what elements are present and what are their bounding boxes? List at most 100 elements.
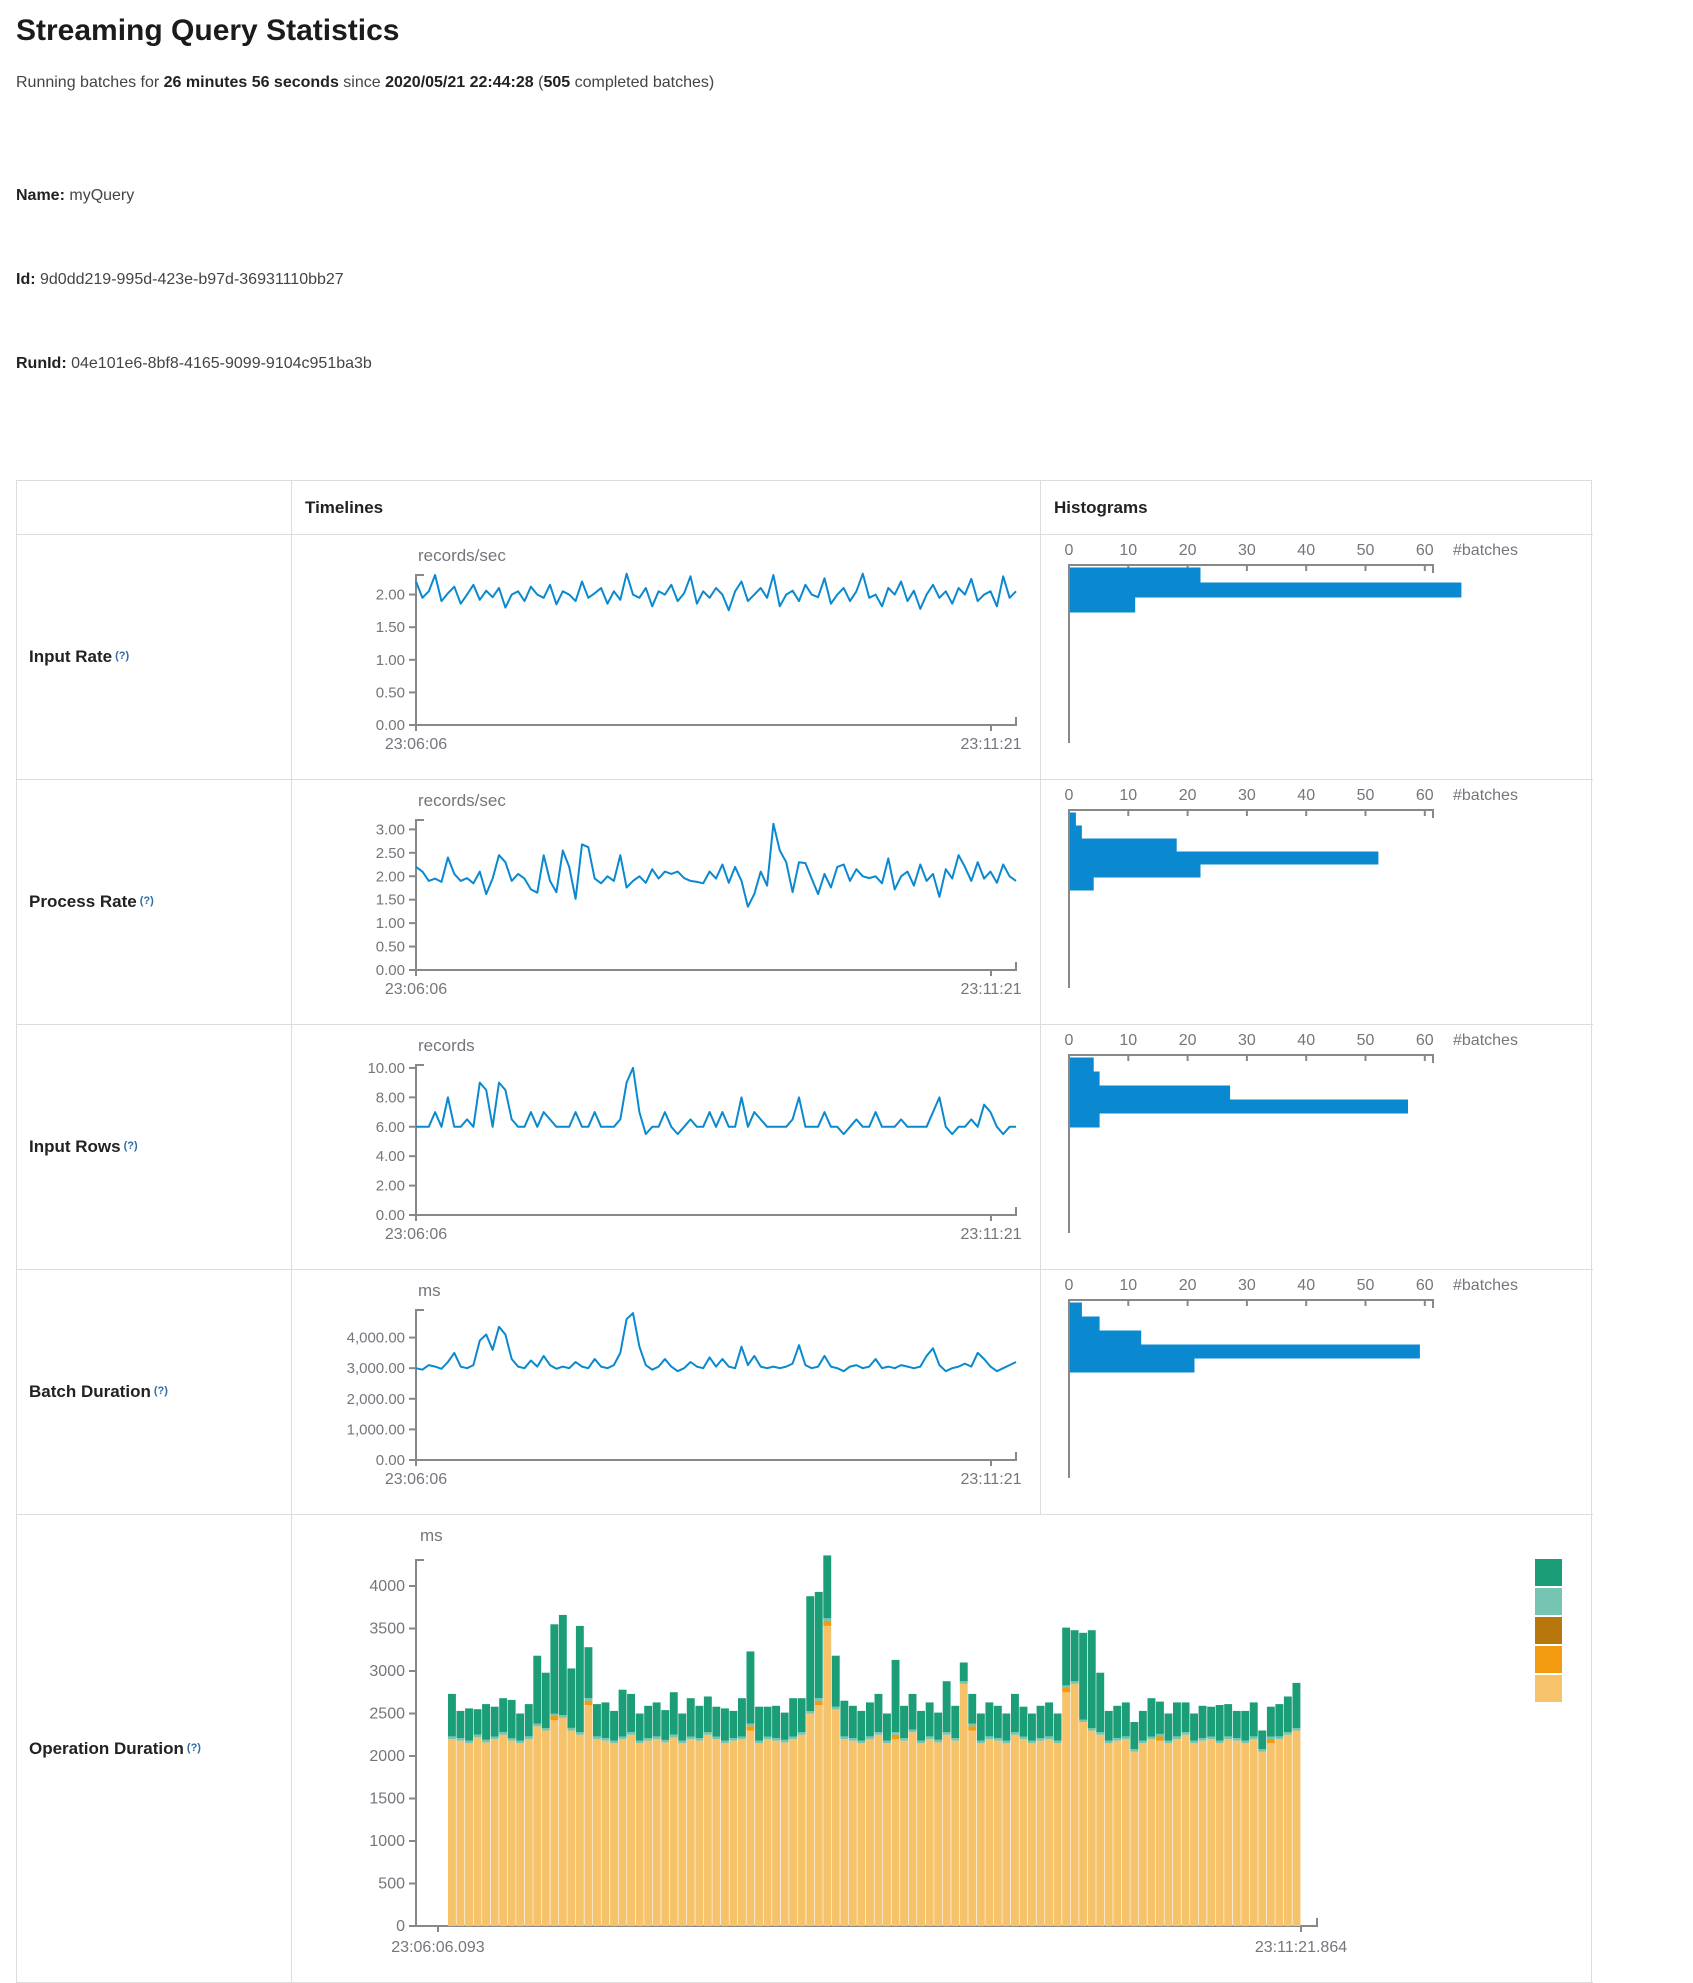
svg-text:2.50: 2.50	[376, 845, 405, 862]
svg-text:3000: 3000	[369, 1663, 405, 1680]
svg-text:2000: 2000	[369, 1748, 405, 1765]
svg-text:23:11:21: 23:11:21	[960, 736, 1021, 753]
svg-text:records/sec: records/sec	[418, 791, 506, 810]
row-label-process-rate: Process Rate (?)	[17, 780, 292, 1025]
svg-text:6.00: 6.00	[376, 1119, 405, 1136]
svg-text:30: 30	[1238, 542, 1256, 559]
histogram-svg: 0 10 20 30 40 50 60 #batches	[1065, 1032, 1518, 1233]
svg-text:1.50: 1.50	[376, 619, 405, 636]
operation-duration-svg: ms 0 500 1000 1500 2000 2500 3000 3500 4000 23:06:…	[369, 1526, 1562, 1956]
svg-text:40: 40	[1297, 542, 1315, 559]
row-label-operation-duration: Operation Duration (?)	[17, 1515, 292, 1983]
batch-duration-histogram-chart: 0 10 20 30 40 50 60 #batches	[1041, 1270, 1593, 1515]
svg-text:50: 50	[1357, 1277, 1375, 1294]
svg-text:records/sec: records/sec	[418, 546, 506, 565]
batch-duration-help-icon[interactable]: (?)	[153, 1385, 168, 1397]
svg-text:1.00: 1.00	[376, 652, 405, 669]
svg-text:4,000.00: 4,000.00	[347, 1330, 405, 1347]
svg-text:0.50: 0.50	[376, 684, 405, 701]
svg-text:50: 50	[1357, 787, 1375, 804]
svg-text:50: 50	[1357, 1032, 1375, 1049]
query-id: 9d0dd219-995d-423e-b97d-36931110bb27	[40, 271, 344, 288]
svg-text:0: 0	[1065, 1032, 1074, 1049]
statistics-table: Timelines Histograms Input Rate (?) recor…	[16, 480, 1593, 1983]
svg-text:40: 40	[1297, 1277, 1315, 1294]
query-name: myQuery	[69, 187, 135, 204]
query-runid-row: RunId: 04e101e6-8bf8-4165-9099-9104c951b…	[16, 355, 372, 372]
input-rate-histogram-chart: 0 10 20 30 40 50 60 #batches	[1041, 535, 1593, 780]
svg-text:20: 20	[1179, 542, 1197, 559]
timeline-svg: records/sec 0.00 0.50 1.00 1.50 2.00 2.50 3.00 2…	[376, 791, 1022, 998]
svg-text:10: 10	[1119, 787, 1137, 804]
svg-text:10.00: 10.00	[367, 1060, 405, 1077]
process-rate-help-icon[interactable]: (?)	[139, 895, 154, 907]
svg-text:0.50: 0.50	[376, 939, 405, 956]
svg-text:23:11:21: 23:11:21	[960, 981, 1021, 998]
svg-text:4.00: 4.00	[376, 1148, 405, 1165]
timeline-svg: records 0.00 2.00 4.00 6.00 8.00 10.00 23:06:06…	[367, 1036, 1021, 1243]
svg-text:23:06:06.093: 23:06:06.093	[391, 1939, 485, 1956]
histogram-svg: 0 10 20 30 40 50 60 #batches	[1065, 542, 1518, 743]
svg-text:23:06:06: 23:06:06	[385, 1226, 447, 1243]
svg-text:3500: 3500	[369, 1621, 405, 1638]
svg-text:3.00: 3.00	[376, 821, 405, 838]
legend-swatch-0	[1535, 1559, 1562, 1586]
operation-duration-help-icon[interactable]: (?)	[186, 1741, 201, 1754]
svg-text:500: 500	[378, 1876, 405, 1893]
svg-text:1500: 1500	[369, 1791, 405, 1808]
svg-text:30: 30	[1238, 1277, 1256, 1294]
svg-text:2,000.00: 2,000.00	[347, 1391, 405, 1408]
operation-duration-stacked-chart: ms 0 500 1000 1500 2000 2500 3000 3500 4000 23:06:…	[292, 1515, 1593, 1983]
svg-text:20: 20	[1179, 1032, 1197, 1049]
input-rows-histogram-chart: 0 10 20 30 40 50 60 #batches	[1041, 1025, 1593, 1270]
svg-text:2.00: 2.00	[376, 868, 405, 885]
histogram-svg: 0 10 20 30 40 50 60 #batches	[1065, 1277, 1518, 1478]
svg-text:2500: 2500	[369, 1706, 405, 1723]
row-label-input-rows: Input Rows (?)	[17, 1025, 292, 1270]
svg-text:30: 30	[1238, 787, 1256, 804]
svg-text:1.00: 1.00	[376, 915, 405, 932]
start-timestamp: 2020/05/21 22:44:28	[385, 74, 534, 91]
histogram-svg: 0 10 20 30 40 50 60 #batches	[1065, 787, 1518, 988]
svg-text:10: 10	[1119, 542, 1137, 559]
query-runid: 04e101e6-8bf8-4165-9099-9104c951ba3b	[71, 355, 372, 372]
svg-text:60: 60	[1416, 1277, 1434, 1294]
input-rows-timeline-chart: records 0.00 2.00 4.00 6.00 8.00 10.00 23:06:06…	[292, 1025, 1041, 1270]
svg-text:50: 50	[1357, 542, 1375, 559]
svg-text:20: 20	[1179, 1277, 1197, 1294]
running-batches-summary: Running batches for 26 minutes 56 second…	[16, 74, 715, 91]
svg-text:23:06:06: 23:06:06	[385, 1471, 447, 1488]
input-rows-help-icon[interactable]: (?)	[123, 1140, 138, 1152]
svg-text:#batches: #batches	[1453, 1032, 1518, 1049]
svg-text:1,000.00: 1,000.00	[347, 1421, 405, 1438]
svg-text:23:06:06: 23:06:06	[385, 981, 447, 998]
svg-text:0: 0	[396, 1918, 405, 1935]
svg-text:10: 10	[1119, 1032, 1137, 1049]
timeline-svg: records/sec 0.00 0.50 1.00 1.50 2.00 23:06:06 2…	[376, 546, 1022, 753]
svg-text:1000: 1000	[369, 1833, 405, 1850]
query-metadata: Name: myQuery Id: 9d0dd219-995d-423e-b97…	[16, 126, 1677, 406]
input-rate-help-icon[interactable]: (?)	[115, 650, 130, 662]
svg-text:60: 60	[1416, 542, 1434, 559]
svg-text:20: 20	[1179, 787, 1197, 804]
svg-text:40: 40	[1297, 787, 1315, 804]
svg-text:ms: ms	[418, 1281, 441, 1300]
svg-text:0.00: 0.00	[376, 962, 405, 979]
svg-text:#batches: #batches	[1453, 787, 1518, 804]
svg-text:0: 0	[1065, 787, 1074, 804]
page-title: Streaming Query Statistics	[16, 14, 400, 47]
legend-swatch-2	[1535, 1617, 1562, 1644]
query-name-row: Name: myQuery	[16, 187, 135, 204]
svg-text:2.00: 2.00	[376, 587, 405, 604]
legend-swatch-3	[1535, 1646, 1562, 1673]
legend-swatch-1	[1535, 1588, 1562, 1615]
svg-text:1.50: 1.50	[376, 892, 405, 909]
header-histograms: Histograms	[1041, 481, 1593, 535]
svg-text:30: 30	[1238, 1032, 1256, 1049]
svg-text:23:06:06: 23:06:06	[385, 736, 447, 753]
svg-text:0.00: 0.00	[376, 717, 405, 734]
svg-text:23:11:21: 23:11:21	[960, 1226, 1021, 1243]
svg-text:2.00: 2.00	[376, 1178, 405, 1195]
header-timelines: Timelines	[292, 481, 1041, 535]
query-id-row: Id: 9d0dd219-995d-423e-b97d-36931110bb27	[16, 271, 344, 288]
